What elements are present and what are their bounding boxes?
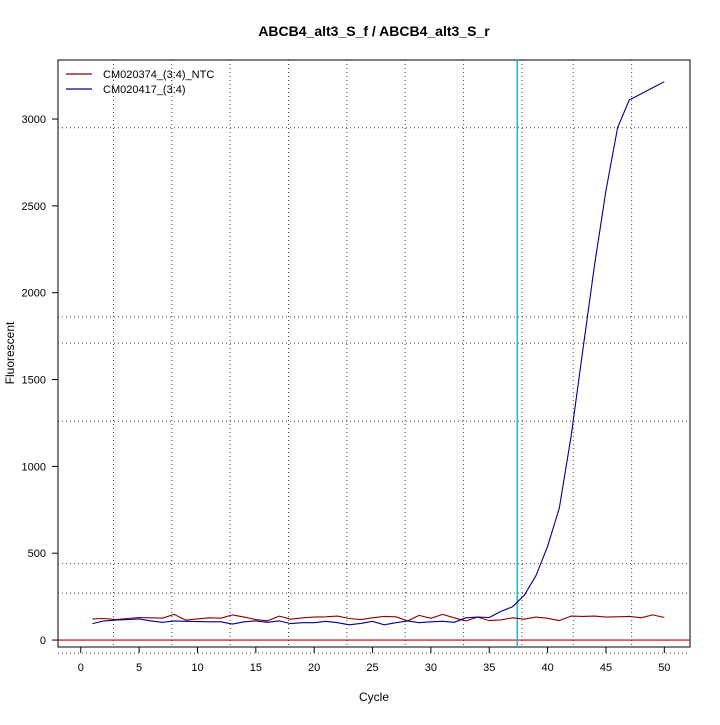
- y-tick-label: 1500: [22, 375, 46, 387]
- x-tick-label: 10: [191, 662, 203, 674]
- series-layer: [92, 81, 665, 626]
- y-tick-label: 1000: [22, 461, 46, 473]
- series-line: [92, 81, 665, 626]
- legend: CM020374_(3:4)_NTC CM020417_(3:4): [66, 69, 214, 96]
- x-tick-label: 15: [250, 662, 262, 674]
- y-tick-label: 2500: [22, 201, 46, 213]
- legend-label: CM020417_(3:4): [103, 84, 186, 96]
- plot-frame: [57, 59, 691, 648]
- x-tick-label: 30: [425, 662, 437, 674]
- series-line: [92, 613, 665, 622]
- y-tick-label: 0: [40, 635, 46, 647]
- grid: [58, 60, 690, 654]
- y-tick-label: 500: [28, 548, 46, 560]
- y-tick-label: 3000: [22, 114, 46, 126]
- chart-title: ABCB4_alt3_S_f / ABCB4_alt3_S_r: [258, 23, 490, 39]
- y-axis-label: Fluorescent: [3, 321, 17, 384]
- x-tick-label: 20: [308, 662, 320, 674]
- x-tick-label: 40: [541, 662, 553, 674]
- reference-lines: [58, 60, 690, 647]
- x-tick-label: 0: [78, 662, 84, 674]
- y-tick-label: 2000: [22, 288, 46, 300]
- x-tick-label: 35: [483, 662, 495, 674]
- x-tick-label: 50: [658, 662, 670, 674]
- x-tick-label: 5: [136, 662, 142, 674]
- axes: 0 5 10 15 20 25 30 35 40 45 5005001000150020002500…: [22, 114, 671, 674]
- x-tick-label: 45: [600, 662, 612, 674]
- legend-label: CM020374_(3:4)_NTC: [103, 69, 214, 81]
- x-tick-label: 25: [366, 662, 378, 674]
- x-axis-label: Cycle: [359, 690, 389, 704]
